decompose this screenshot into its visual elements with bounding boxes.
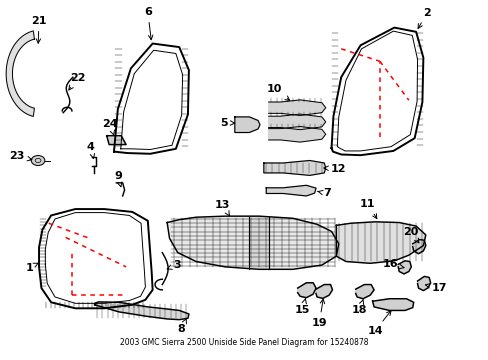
Text: 14: 14 <box>366 311 390 336</box>
Text: 2: 2 <box>417 8 430 28</box>
Text: 2003 GMC Sierra 2500 Uniside Side Panel Diagram for 15240878: 2003 GMC Sierra 2500 Uniside Side Panel … <box>120 338 368 347</box>
Text: 12: 12 <box>323 164 346 174</box>
Polygon shape <box>372 299 413 310</box>
Polygon shape <box>417 276 430 291</box>
Text: 3: 3 <box>167 260 180 270</box>
Polygon shape <box>268 126 325 142</box>
Polygon shape <box>397 261 410 274</box>
Text: 24: 24 <box>102 118 118 135</box>
Text: 6: 6 <box>143 7 153 40</box>
Polygon shape <box>336 222 425 263</box>
Polygon shape <box>268 114 325 130</box>
Polygon shape <box>268 100 325 116</box>
Text: 11: 11 <box>359 199 376 219</box>
Text: 13: 13 <box>215 200 230 216</box>
Polygon shape <box>412 239 425 254</box>
Text: 17: 17 <box>425 283 447 293</box>
Circle shape <box>31 156 45 166</box>
Text: 4: 4 <box>87 141 95 158</box>
Text: 1: 1 <box>25 262 39 273</box>
Polygon shape <box>264 161 325 175</box>
Polygon shape <box>106 136 126 145</box>
Text: 18: 18 <box>351 299 366 315</box>
Text: 7: 7 <box>317 189 330 198</box>
Text: 9: 9 <box>114 171 122 187</box>
Text: 23: 23 <box>9 151 32 161</box>
Polygon shape <box>297 283 315 298</box>
Polygon shape <box>167 216 338 269</box>
Polygon shape <box>265 185 315 196</box>
Polygon shape <box>315 284 332 298</box>
Text: 10: 10 <box>266 84 289 100</box>
Text: 20: 20 <box>403 227 418 243</box>
Polygon shape <box>355 284 373 299</box>
Text: 16: 16 <box>382 259 403 269</box>
Text: 22: 22 <box>69 72 85 90</box>
Text: 21: 21 <box>31 16 47 43</box>
Text: 19: 19 <box>311 299 326 328</box>
Text: 15: 15 <box>294 299 309 315</box>
Polygon shape <box>95 302 188 320</box>
Text: 5: 5 <box>220 118 234 127</box>
Polygon shape <box>6 31 34 116</box>
Text: 8: 8 <box>178 318 186 334</box>
Polygon shape <box>234 117 260 132</box>
